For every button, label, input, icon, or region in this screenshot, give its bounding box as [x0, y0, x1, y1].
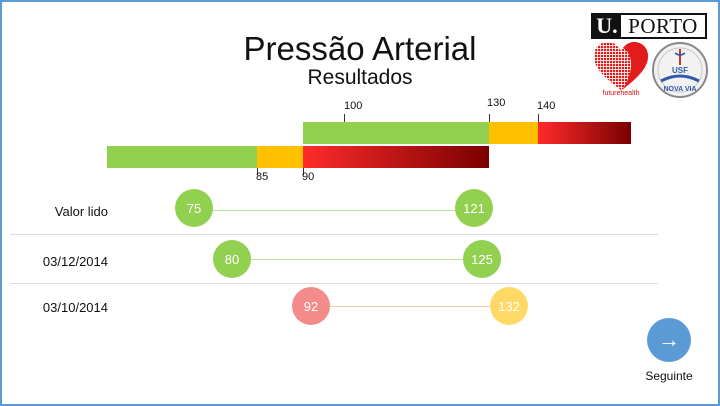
systolic-tick-100: [344, 114, 345, 122]
row-separator: [10, 234, 658, 235]
next-button-label[interactable]: Seguinte: [645, 369, 693, 383]
history-date: 03/12/2014: [42, 254, 108, 269]
history-systolic-value: 125: [463, 240, 501, 278]
futurehealth-heart-icon: [594, 42, 648, 90]
reading-range-line: [194, 210, 474, 211]
row-separator: [10, 283, 658, 284]
systolic-label-130: 130: [487, 97, 506, 109]
diastolic-green-zone: [107, 146, 257, 168]
diastolic-red-zone: [303, 146, 489, 168]
reading-diastolic-value: 75: [175, 189, 213, 227]
systolic-green-zone: [303, 122, 489, 144]
diastolic-amber-zone: [257, 146, 303, 168]
history-systolic-value: 132: [490, 287, 528, 325]
systolic-amber-zone: [489, 122, 538, 144]
usf-logo-top: USF: [672, 66, 688, 75]
futurehealth-label: futurehealth: [602, 90, 640, 97]
diastolic-tick-90: [303, 168, 304, 175]
diastolic-label-90: 90: [302, 171, 315, 183]
reading-label: Valor lido: [54, 204, 108, 219]
systolic-label-140: 140: [537, 100, 556, 112]
history-range-line: [232, 259, 482, 260]
uporto-logo-text: PORTO: [628, 13, 698, 38]
page-subtitle: Resultados: [307, 66, 413, 89]
history-diastolic-value: 80: [213, 240, 251, 278]
systolic-tick-130: [489, 114, 490, 122]
systolic-tick-140: [538, 114, 539, 122]
diastolic-tick-85: [257, 168, 258, 175]
uporto-logo-u: U.: [593, 13, 621, 38]
page-title: Pressão Arterial: [243, 30, 477, 67]
next-button[interactable]: →: [647, 318, 691, 362]
reading-systolic-value: 121: [455, 189, 493, 227]
usf-logo-bottom: NOVA VIA: [663, 86, 696, 93]
usf-nova-via-logo: USF NOVA VIA: [652, 42, 708, 98]
systolic-label-100: 100: [344, 100, 363, 112]
history-range-line: [311, 306, 509, 307]
history-date: 03/10/2014: [42, 300, 108, 315]
uporto-logo: U. PORTO: [591, 13, 707, 39]
diastolic-label-85: 85: [256, 171, 269, 183]
systolic-red-zone: [538, 122, 631, 144]
history-diastolic-value: 92: [292, 287, 330, 325]
arrow-right-icon: →: [658, 327, 680, 352]
